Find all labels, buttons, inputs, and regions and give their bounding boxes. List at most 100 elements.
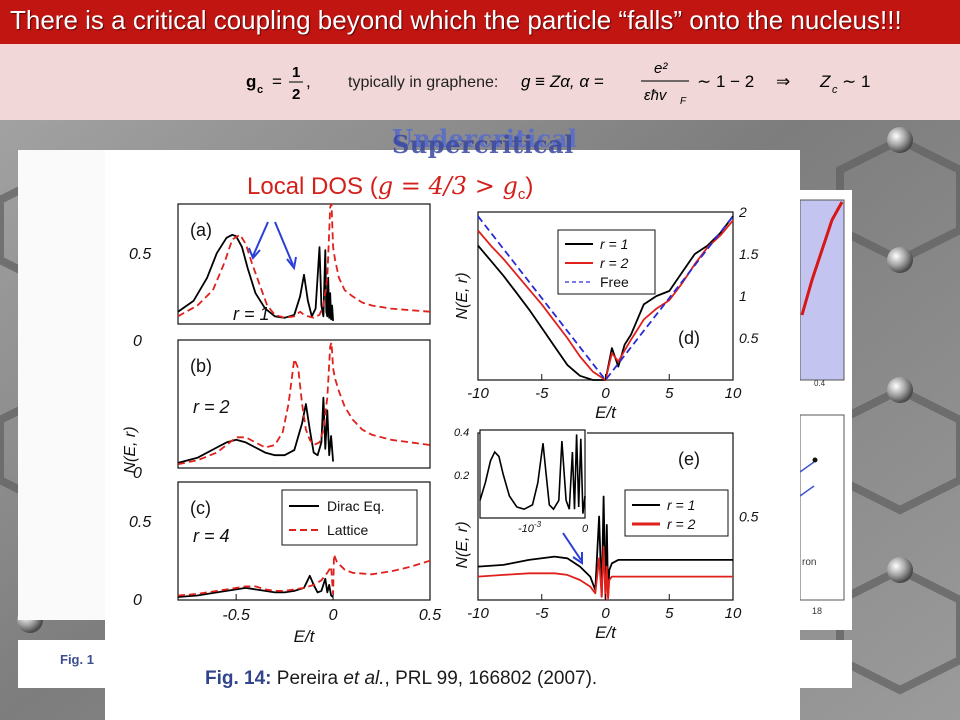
subcritical-label: Undercritical [392, 124, 578, 153]
panel-d-series-1 [477, 215, 734, 381]
panel-c-xtick-label: 0.5 [419, 607, 441, 624]
formula-gc-num: 1 [292, 64, 300, 81]
panel-b-label: (b) [190, 356, 212, 376]
panel-e-xlabel: E/t [595, 623, 617, 642]
formula-gc-lhs: g [246, 72, 256, 91]
panel-c-label: (c) [190, 498, 211, 518]
panel-e-arrow [562, 532, 582, 561]
panel-d-ylabel: N(E, r) [454, 272, 471, 319]
panel-d-xtick-label: 0 [601, 385, 610, 402]
panel-d-legend-entry-3: Free [600, 274, 629, 290]
panel-d-ytick: 1.5 [739, 246, 759, 262]
caption-authors: Pereira [276, 668, 339, 689]
inset-xtick-right: 0 [582, 523, 589, 535]
underlying-figure-left [18, 150, 113, 620]
panel-d-ytick: 0.5 [739, 330, 759, 346]
panel-e-label: (e) [678, 449, 700, 469]
formula-g-def: g ≡ Zα, α = [521, 72, 604, 91]
panel-c-xtick-label: 0 [329, 607, 338, 624]
panel-e-series-1 [477, 495, 733, 598]
formula-gc-den: 2 [292, 86, 300, 103]
panel-a-series-2 [177, 203, 431, 319]
underlying-figure-right-content: 0.4 ron 18 [799, 199, 845, 616]
inset-ytick-02: 0.2 [454, 470, 469, 482]
panel-e-legend-entry-1: r = 1 [667, 497, 695, 513]
inset-ytick-04: 0.4 [454, 427, 469, 439]
inset-xtick-exponent: -3 [534, 520, 542, 529]
panel-c-ytick-05: 0.5 [129, 514, 151, 531]
main-figure [105, 150, 800, 720]
panel-a-label: (a) [190, 220, 212, 240]
panel-a-arrow-2-head [286, 256, 297, 271]
supercritical-label: Supercritical [392, 130, 574, 159]
panel-e-xtick-label: 5 [665, 605, 674, 622]
panel-d-xtick-label: 10 [725, 385, 742, 402]
left-fig-caption: Fig. 1 [60, 652, 94, 667]
panel-e-legend-box [624, 489, 729, 537]
panel-d-legend-entry-1: r = 1 [600, 236, 628, 252]
caption-etal: et al. [343, 668, 385, 689]
right-fig-tick: 0.4 [814, 379, 826, 388]
panel-c-frame [177, 481, 431, 601]
figure-title-prefix: Local DOS ( [247, 173, 378, 200]
panel-d-xlabel: E/t [595, 403, 617, 422]
panel-e-xtick-label: 0 [601, 605, 610, 622]
caption-label: Fig. 14: [205, 668, 272, 689]
panel-b-ytick-0: 0 [133, 465, 142, 482]
panel-d-legend-entry-2: r = 2 [600, 255, 629, 271]
right-fig-text: ron [802, 557, 816, 568]
panel-a-arrow-2 [274, 221, 294, 266]
panel-c-ytick-0: 0 [133, 592, 142, 609]
formula-gc-eq: = [272, 72, 282, 91]
formula-band [0, 44, 960, 120]
panel-c-series-2 [177, 553, 431, 597]
panel-e-xtick-label: -5 [535, 605, 549, 622]
panel-d-ytick: 2 [738, 204, 747, 220]
formula-zc-val: ∼ 1 [842, 72, 870, 91]
panel-c-legend-entry-1: Dirac Eq. [327, 498, 385, 514]
inset-series-1 [479, 434, 586, 514]
ldos-figure: Local DOS (g = 4/3 > gc) (a) (b) (c) (d) (e) r… [122, 172, 759, 646]
panel-d-xtick-label: -10 [467, 385, 489, 402]
formula-zc: Z [819, 72, 831, 91]
figure-caption: Fig. 14: Pereira et al., PRL 99, 166802 … [205, 668, 597, 690]
formula-alpha-range: ∼ 1 − 2 [697, 72, 754, 91]
panel-e-ylabel: N(E, r) [454, 521, 471, 568]
panel-c-legend-box [281, 489, 418, 546]
panel-e-arrow-head [572, 552, 583, 565]
figure-title-sub: c [518, 186, 526, 203]
panel-a-annotation: r = 1 [233, 304, 270, 324]
formula-alpha-num: e² [654, 60, 668, 77]
panel-b-series-2 [177, 341, 431, 466]
panel-e-ytick: 0.5 [739, 509, 759, 525]
formula-zc-sub: c [832, 84, 838, 96]
inset-xtick-base: -10 [518, 523, 535, 535]
panel-e-legend-entry-2: r = 2 [667, 516, 696, 532]
panel-a-arrow-1 [252, 221, 269, 257]
formula-alpha-den-sub: F [680, 96, 687, 107]
inset-xtick-left: -10-3 [518, 520, 542, 535]
panel-abc-ylabel: N(E, r) [122, 426, 139, 473]
formula-typical-label: typically in graphene: [348, 74, 498, 91]
figure-title-suffix: ) [525, 173, 533, 200]
slide-title: There is a critical coupling beyond whic… [10, 5, 902, 35]
panel-c-xlabel: E/t [294, 627, 316, 646]
right-fig-tick2: 18 [812, 606, 822, 616]
formula-alpha-den: εħv [644, 87, 668, 104]
panel-c-legend-entry-2: Lattice [327, 522, 368, 538]
panel-a-arrow-1-head [248, 247, 261, 260]
panel-d-ytick: 1 [739, 288, 747, 304]
panel-b-annotation: r = 2 [193, 397, 230, 417]
panel-e-xtick-label: 10 [725, 605, 742, 622]
critical-coupling-formula: g c = 1 2 , typically in graphene: g ≡ Z… [246, 60, 870, 107]
panel-a-ytick-0: 0 [133, 333, 142, 350]
panel-e-series-2 [477, 545, 733, 601]
inset-frame [479, 429, 586, 519]
panel-a-frame [177, 203, 431, 325]
panel-d-series-3 [477, 215, 734, 381]
svg-text:,: , [306, 72, 311, 91]
caption-ref: , PRL 99, 166802 (2007). [384, 668, 598, 689]
panel-d-series-2 [477, 219, 734, 381]
panel-c-xtick-label: -0.5 [222, 607, 250, 624]
panel-b-frame [177, 339, 431, 469]
